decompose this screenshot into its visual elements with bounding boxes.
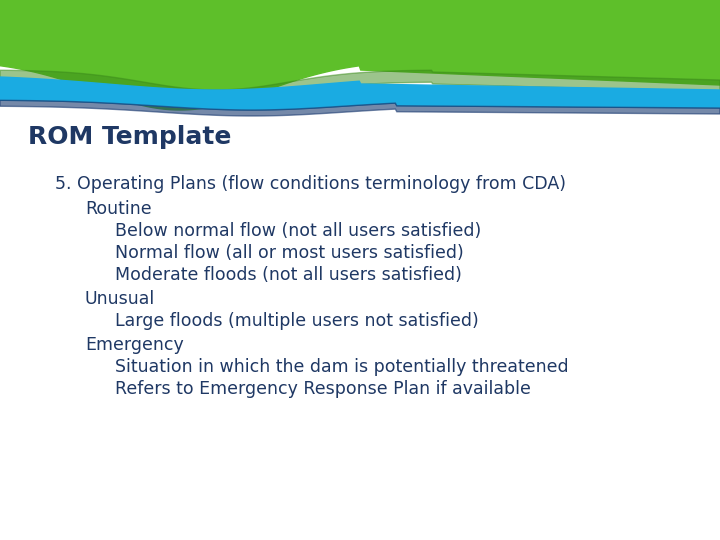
Text: Refers to Emergency Response Plan if available: Refers to Emergency Response Plan if ava… [115, 380, 531, 398]
Text: Below normal flow (not all users satisfied): Below normal flow (not all users satisfi… [115, 222, 481, 240]
Polygon shape [0, 100, 720, 116]
Text: Moderate floods (not all users satisfied): Moderate floods (not all users satisfied… [115, 266, 462, 284]
Text: Situation in which the dam is potentially threatened: Situation in which the dam is potentiall… [115, 358, 569, 376]
Polygon shape [0, 70, 720, 102]
Text: Unusual: Unusual [85, 290, 156, 308]
Text: Normal flow (all or most users satisfied): Normal flow (all or most users satisfied… [115, 244, 464, 262]
Polygon shape [0, 122, 720, 540]
Polygon shape [0, 0, 720, 110]
Text: Large floods (multiple users not satisfied): Large floods (multiple users not satisfi… [115, 312, 479, 330]
Text: Routine: Routine [85, 200, 152, 218]
Polygon shape [0, 77, 720, 110]
Text: ROM Template: ROM Template [28, 125, 231, 149]
Text: Emergency: Emergency [85, 336, 184, 354]
Text: 5. Operating Plans (flow conditions terminology from CDA): 5. Operating Plans (flow conditions term… [55, 175, 566, 193]
